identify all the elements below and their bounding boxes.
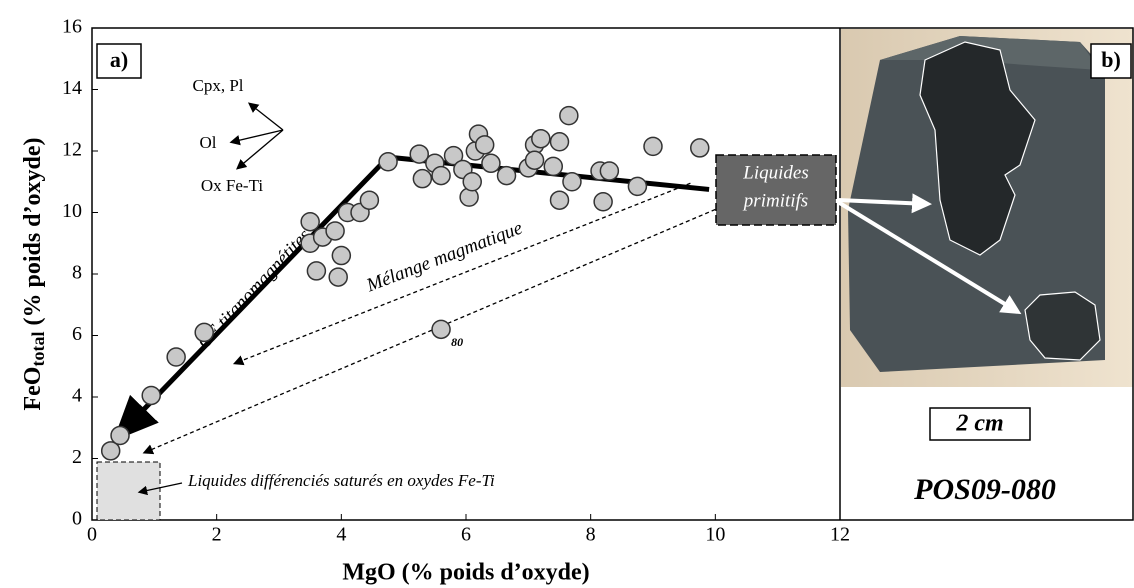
point [643,136,663,157]
point [325,221,345,241]
differentiated-box [96,461,161,521]
annotation: Liquides [742,162,808,183]
x-tick-label: 12 [830,524,850,546]
point [524,150,545,170]
y-tick-label: 16 [62,16,82,38]
y-tick-label: 12 [62,139,82,161]
point [409,144,429,164]
panel-label-box [96,43,142,79]
photo-arrow [837,193,932,214]
y-tick-label: 14 [62,77,82,99]
point [100,441,121,461]
mixing-arrow [142,208,716,455]
point [300,211,320,232]
x-tick-label: 4 [336,524,346,546]
x-tick-label: 8 [586,524,596,546]
point [549,190,570,210]
point [359,190,380,210]
point [306,261,327,281]
arrow [137,482,183,496]
trend-line [113,154,710,442]
point [110,425,130,446]
enclave-outline [1024,291,1101,361]
point [549,132,570,152]
panel-label: a) [110,47,128,72]
x-tick-label: 2 [212,524,222,546]
x-tick-label: 10 [705,524,725,546]
sample-label: POS09-080 [913,473,1056,506]
y-axis-label-main: FeO [20,367,46,411]
y-axis-label-rest: (% poids d’oxyde) [20,137,46,331]
annotation: Ol [200,133,217,152]
primitive-box [715,154,837,226]
panel-label-box [1090,43,1132,79]
point [194,322,214,343]
point [141,385,161,406]
y-tick-label: 6 [72,323,82,345]
point [690,138,710,158]
point [531,128,551,149]
point [431,165,451,186]
annotation: primitifs [742,190,808,211]
point [431,319,451,340]
annotation: Mélange magmatique [363,218,526,297]
plot-area: 0 2 4 6 8 10 12 0 2 4 6 8 10 12 14 16 80 [62,16,850,546]
point [599,161,620,181]
vector-arrow [236,129,284,170]
point [328,267,348,287]
point [593,191,613,212]
y-tick-label: 8 [72,262,82,284]
point [462,172,482,192]
x-axis-label: MgO (% poids d’oxyde) [342,560,589,586]
y-tick-label: 2 [72,446,82,468]
x-tick-label: 0 [87,524,97,546]
vector-arrow [229,129,284,146]
point [378,152,398,172]
point [543,156,564,177]
scale-label: 2 cm [955,411,1003,437]
y-tick-label: 10 [62,200,82,222]
y-tick-label: 4 [72,385,82,407]
point [562,172,582,192]
y-axis-label: FeOtotal (% poids d’oxyde) [20,137,49,410]
point [496,165,517,186]
point [627,176,648,197]
panel-label: b) [1101,47,1121,72]
enclave-outline [919,41,1036,256]
point [474,135,495,155]
photo-arrow [836,200,1022,315]
scale-box [929,407,1031,441]
point [559,105,579,126]
annotation: Ox Fe-Ti [201,176,263,195]
point [443,145,464,166]
point [481,153,501,174]
y-axis-label-sub: total [28,332,48,367]
x-tick-label: 6 [461,524,471,546]
annotation: Liquides différenciés saturés en oxydes … [187,471,495,490]
annotation: Cpx, Pl [192,76,243,95]
point [412,168,433,189]
point [166,347,186,367]
point [331,245,352,266]
y-tick-label: 0 [72,508,82,530]
point-label: 80 [451,335,463,349]
vector-arrow [247,102,284,131]
mixing-arrow [232,182,691,366]
